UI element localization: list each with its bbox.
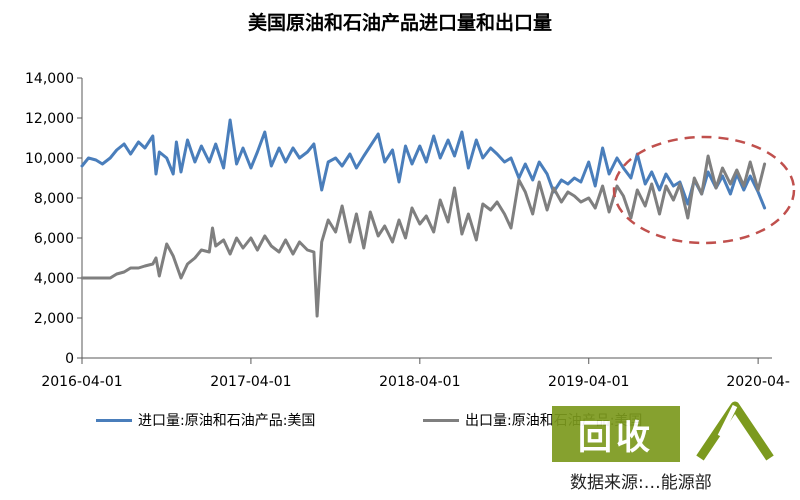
axes: 0 2,000 4,000 6,000 8,000 10,000 12,000 14,000 2…	[25, 71, 790, 390]
series-line-imports	[80, 118, 767, 210]
watermark: 回收 数据来源:…能源部	[540, 398, 800, 500]
y-tick-label: 6,000	[34, 231, 74, 247]
watermark-subtext: 数据来源:…能源部	[570, 473, 712, 493]
y-tick-label: 8,000	[34, 191, 74, 207]
y-tick-label: 10,000	[25, 151, 74, 167]
series-line-exports	[80, 154, 767, 318]
x-tick-label: 2019-04-01	[548, 374, 629, 390]
legend-label-imports: 进口量:原油和石油产品:美国	[138, 413, 316, 429]
chart-title: 美国原油和石油产品进口量和出口量	[247, 12, 552, 34]
y-tick-label: 2,000	[34, 311, 74, 327]
x-tick-label: 2018-04-01	[379, 374, 460, 390]
y-tick-label: 4,000	[34, 271, 74, 287]
y-tick-label: 14,000	[25, 71, 74, 87]
series-layer	[80, 118, 767, 318]
highlight-ellipse	[612, 135, 796, 245]
y-tick-label: 12,000	[25, 111, 74, 127]
x-tick-label: 2017-04-01	[210, 374, 291, 390]
recycle-logo-icon	[696, 401, 774, 461]
x-tick-label: 2016-04-01	[41, 374, 122, 390]
legend-swatch-imports	[96, 418, 132, 422]
x-tick-label: 2020-04-	[726, 374, 790, 390]
legend-swatch-exports	[423, 418, 459, 422]
y-tick-label: 0	[65, 351, 74, 367]
legend-item-imports: 进口量:原油和石油产品:美国	[96, 410, 315, 430]
watermark-box: 回收	[552, 406, 680, 462]
